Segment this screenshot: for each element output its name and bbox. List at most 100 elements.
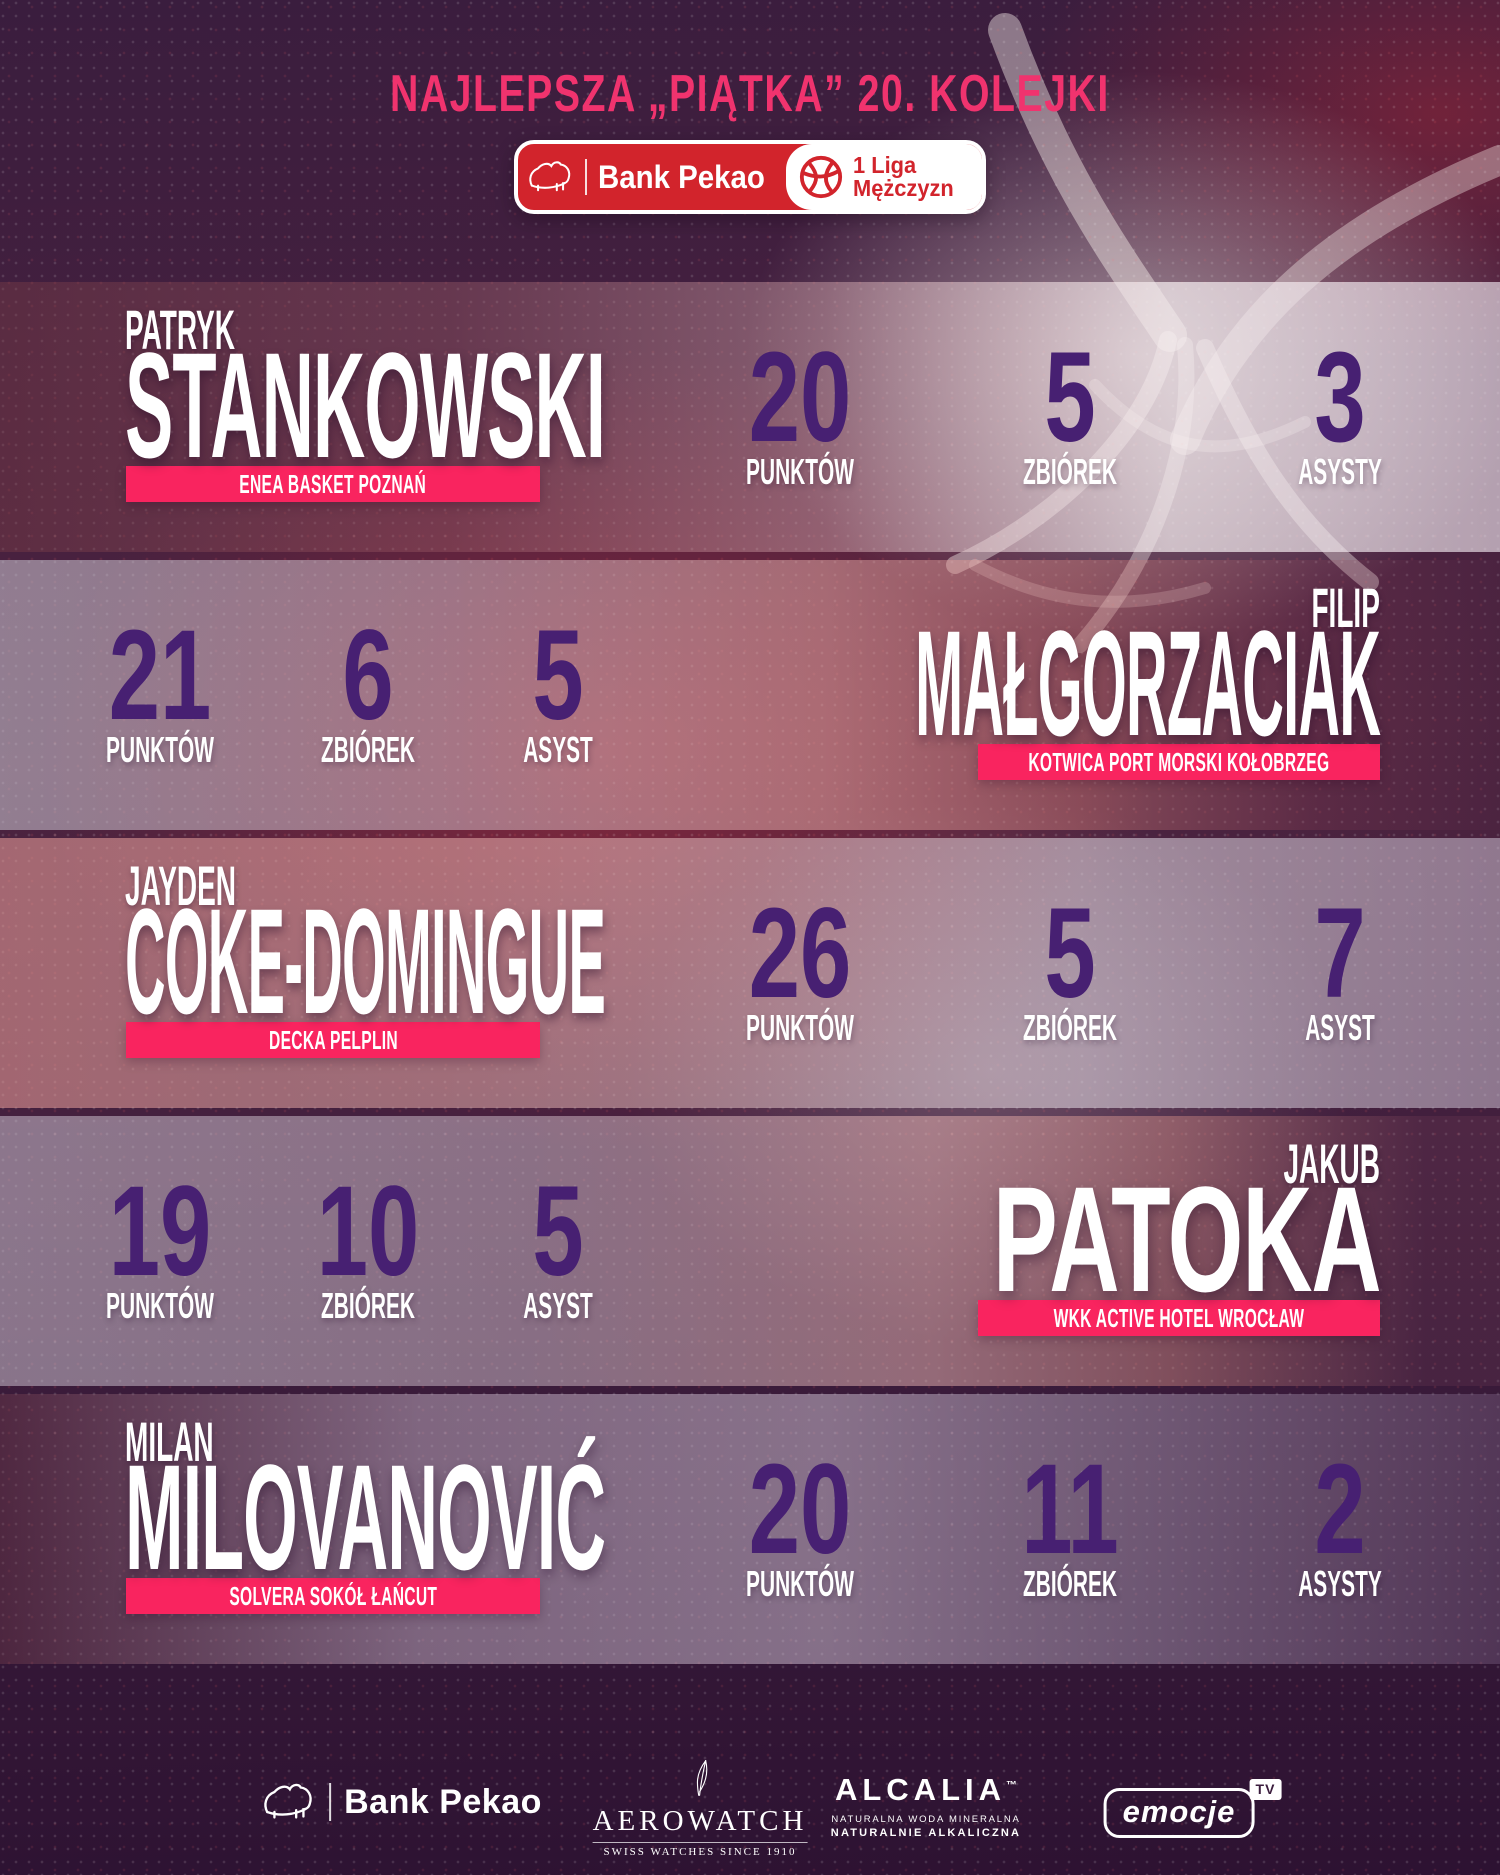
- player-row: PATRYK STANKOWSKI ENEA BASKET POZNAŃ 20 P…: [0, 282, 1500, 552]
- sponsor-aerowatch: AEROWATCH SWISS WATCHES SINCE 1910: [592, 1758, 808, 1858]
- player-first-name: FILIP: [1311, 576, 1380, 639]
- player-row: JAKUB PATOKA WKK ACTIVE HOTEL WROCŁAW 19…: [0, 1116, 1500, 1386]
- stat-value: 3: [1314, 326, 1366, 469]
- league-badge: Bank Pekao 1 Liga Mężczyzn: [514, 140, 986, 214]
- stat-value: 19: [108, 1160, 212, 1303]
- sponsor-tagline: NATURALNA WODA MINERALNA: [831, 1814, 1021, 1825]
- player-last-name: PATOKA: [992, 1155, 1381, 1323]
- stat-assists: 5 ASYST: [408, 604, 708, 770]
- sponsor-tagline: SWISS WATCHES SINCE 1910: [592, 1842, 808, 1858]
- sponsor-label: Bank Pekao: [344, 1782, 542, 1821]
- divider: [329, 1783, 332, 1821]
- stat-value: 2: [1314, 1438, 1366, 1581]
- stat-rebounds: 5 ZBIÓREK: [920, 326, 1220, 492]
- stat-assists: 7 ASYST: [1190, 882, 1490, 1048]
- stat-points: 21 PUNKTÓW: [10, 604, 310, 770]
- team-bar: SOLVERA SOKÓŁ ŁAŃCUT: [126, 1578, 540, 1614]
- stat-label: PUNKTÓW: [106, 729, 214, 770]
- bank-pekao-label: Bank Pekao: [598, 158, 766, 195]
- league-name-line1: 1 Liga: [853, 152, 917, 178]
- stat-rebounds: 5 ZBIÓREK: [920, 882, 1220, 1048]
- stat-value: 11: [1021, 1438, 1119, 1581]
- player-last-name: COKE-DOMINGUE: [125, 877, 606, 1045]
- team-name: ENEA BASKET POZNAŃ: [239, 468, 427, 499]
- team-name: WKK ACTIVE HOTEL WROCŁAW: [1053, 1302, 1305, 1333]
- sponsor-label-text: ALCALIA: [834, 1772, 1007, 1807]
- player-first-name: PATRYK: [125, 298, 235, 361]
- stat-points: 20 PUNKTÓW: [650, 1438, 950, 1604]
- stat-label: ASYST: [1305, 1007, 1375, 1048]
- stat-value: 20: [748, 326, 852, 469]
- player-row: FILIP MAŁGORZACIAK KOTWICA PORT MORSKI K…: [0, 560, 1500, 830]
- team-bar: WKK ACTIVE HOTEL WROCŁAW: [978, 1300, 1380, 1336]
- player-first-name: JAYDEN: [125, 854, 237, 917]
- stat-assists: 3 ASYSTY: [1190, 326, 1490, 492]
- sponsor-alcalia: ALCALIA™ NATURALNA WODA MINERALNA NATURA…: [831, 1772, 1021, 1839]
- emocje-logo: emocje TV: [1103, 1779, 1282, 1838]
- feather-icon: [697, 1760, 708, 1796]
- stat-label: ASYST: [523, 1285, 593, 1326]
- sponsor-label: AEROWATCH: [592, 1805, 808, 1837]
- bison-icon: [529, 161, 571, 192]
- team-name: DECKA PELPLIN: [268, 1024, 398, 1055]
- player-last-name: MAŁGORZACIAK: [914, 599, 1381, 767]
- player-info: MILAN MILOVANOVIĆ SOLVERA SOKÓŁ ŁAŃCUT: [125, 1394, 606, 1664]
- stat-label: PUNKTÓW: [106, 1285, 214, 1326]
- stat-rebounds: 6 ZBIÓREK: [218, 612, 518, 770]
- stat-label: ASYST: [523, 729, 593, 770]
- player-info: FILIP MAŁGORZACIAK KOTWICA PORT MORSKI K…: [910, 560, 1381, 830]
- stat-label: PUNKTÓW: [746, 1007, 854, 1048]
- team-bar: ENEA BASKET POZNAŃ: [126, 466, 540, 502]
- stat-label: ZBIÓREK: [1023, 1563, 1117, 1604]
- player-info: JAYDEN COKE-DOMINGUE DECKA PELPLIN: [125, 838, 606, 1108]
- stat-value: 5: [532, 604, 584, 747]
- stat-points: 26 PUNKTÓW: [650, 882, 950, 1048]
- league-logo-section: 1 Liga Mężczyzn: [786, 144, 982, 210]
- stat-label: ZBIÓREK: [1023, 451, 1117, 492]
- tv-badge: TV: [1249, 1779, 1282, 1800]
- stat-rebounds: 11 ZBIÓREK: [920, 1438, 1220, 1604]
- sponsor-label: emocje: [1122, 1794, 1236, 1829]
- stat-value: 26: [748, 882, 852, 1025]
- player-last-name: STANKOWSKI: [125, 321, 606, 489]
- stat-value: 10: [316, 1160, 420, 1303]
- stat-value: 5: [532, 1160, 584, 1303]
- league-name: 1 Liga Mężczyzn: [853, 154, 959, 200]
- stat-assists: 2 ASYSTY: [1190, 1438, 1490, 1604]
- team-name: SOLVERA SOKÓŁ ŁAŃCUT: [229, 1580, 437, 1611]
- stat-value: 7: [1314, 882, 1366, 1025]
- stat-label: ZBIÓREK: [321, 729, 415, 770]
- league-name-line2: Mężczyzn: [853, 175, 954, 201]
- bank-pekao-logo: Bank Pekao: [518, 144, 786, 210]
- trademark-symbol: ™: [1006, 1779, 1018, 1792]
- divider: [585, 159, 588, 195]
- page-title-text: NAJLEPSZA „PIĄTKA” 20. KOLEJKI: [390, 65, 1110, 123]
- player-last-name: MILOVANOVIĆ: [125, 1433, 606, 1601]
- stat-assists: 5 ASYST: [408, 1160, 708, 1326]
- sponsor-emocje-tv: emocje TV: [1103, 1779, 1282, 1838]
- player-row: MILAN MILOVANOVIĆ SOLVERA SOKÓŁ ŁAŃCUT 2…: [0, 1394, 1500, 1664]
- sponsor-bank-pekao: Bank Pekao: [258, 1782, 542, 1822]
- stat-label: PUNKTÓW: [746, 451, 854, 492]
- stat-rebounds: 10 ZBIÓREK: [218, 1160, 518, 1324]
- bison-icon: [264, 1783, 312, 1819]
- player-row: JAYDEN COKE-DOMINGUE DECKA PELPLIN 26 PUN…: [0, 838, 1500, 1108]
- stat-points: 20 PUNKTÓW: [650, 326, 950, 492]
- stat-label: PUNKTÓW: [746, 1563, 854, 1604]
- sponsor-tagline: NATURALNIE ALKALICZNA: [830, 1827, 1022, 1839]
- stat-value: 20: [748, 1438, 852, 1581]
- stat-points: 19 PUNKTÓW: [10, 1160, 310, 1326]
- basketball-icon: [799, 155, 843, 199]
- team-bar: KOTWICA PORT MORSKI KOŁOBRZEG: [978, 744, 1380, 780]
- player-info: PATRYK STANKOWSKI ENEA BASKET POZNAŃ: [125, 282, 606, 552]
- stat-label: ZBIÓREK: [1023, 1007, 1117, 1048]
- stat-value: 21: [108, 604, 212, 747]
- stat-label: ASYSTY: [1298, 451, 1382, 492]
- stat-value: 5: [1044, 882, 1096, 1025]
- player-info: JAKUB PATOKA WKK ACTIVE HOTEL WROCŁAW: [910, 1116, 1381, 1386]
- player-first-name: MILAN: [125, 1410, 214, 1473]
- team-name: KOTWICA PORT MORSKI KOŁOBRZEG: [1028, 746, 1330, 777]
- stat-label: ASYSTY: [1298, 1563, 1382, 1604]
- stat-value: 5: [1044, 326, 1096, 469]
- page-title: NAJLEPSZA „PIĄTKA” 20. KOLEJKI: [0, 64, 1500, 124]
